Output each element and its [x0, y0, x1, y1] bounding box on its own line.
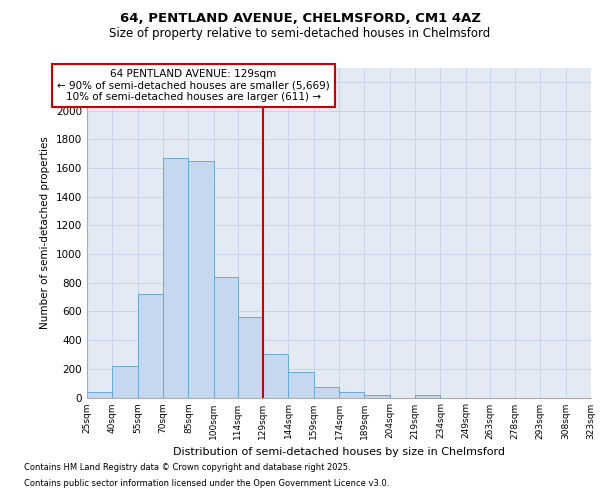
Bar	[238, 317, 263, 398]
Bar	[364, 394, 390, 398]
Bar	[415, 394, 440, 398]
Bar	[288, 372, 314, 398]
Bar	[87, 392, 112, 398]
Bar	[138, 294, 163, 398]
X-axis label: Distribution of semi-detached houses by size in Chelmsford: Distribution of semi-detached houses by …	[173, 447, 505, 457]
Bar	[263, 354, 288, 398]
Text: Contains HM Land Registry data © Crown copyright and database right 2025.: Contains HM Land Registry data © Crown c…	[24, 464, 350, 472]
Text: Contains public sector information licensed under the Open Government Licence v3: Contains public sector information licen…	[24, 478, 389, 488]
Bar	[163, 158, 188, 398]
Bar	[112, 366, 138, 398]
Bar	[314, 388, 339, 398]
Text: 64, PENTLAND AVENUE, CHELMSFORD, CM1 4AZ: 64, PENTLAND AVENUE, CHELMSFORD, CM1 4AZ	[119, 12, 481, 26]
Bar	[188, 161, 214, 398]
Bar	[214, 277, 238, 398]
Bar	[339, 392, 364, 398]
Text: 64 PENTLAND AVENUE: 129sqm
← 90% of semi-detached houses are smaller (5,669)
10%: 64 PENTLAND AVENUE: 129sqm ← 90% of semi…	[57, 69, 330, 102]
Y-axis label: Number of semi-detached properties: Number of semi-detached properties	[40, 136, 50, 329]
Text: Size of property relative to semi-detached houses in Chelmsford: Size of property relative to semi-detach…	[109, 28, 491, 40]
